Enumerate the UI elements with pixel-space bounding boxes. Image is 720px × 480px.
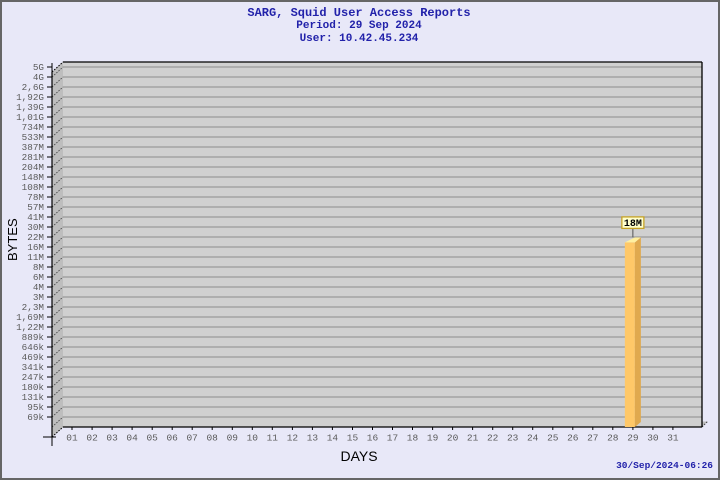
svg-text:28: 28 bbox=[607, 433, 619, 444]
svg-text:05: 05 bbox=[146, 433, 158, 444]
svg-text:10: 10 bbox=[247, 433, 259, 444]
svg-text:19: 19 bbox=[427, 433, 439, 444]
svg-text:15: 15 bbox=[347, 433, 359, 444]
svg-text:11: 11 bbox=[267, 433, 279, 444]
svg-text:06: 06 bbox=[166, 433, 178, 444]
svg-text:17: 17 bbox=[387, 433, 398, 444]
svg-text:22: 22 bbox=[487, 433, 499, 444]
svg-text:18: 18 bbox=[407, 433, 419, 444]
svg-text:03: 03 bbox=[106, 433, 118, 444]
svg-text:69k: 69k bbox=[27, 412, 44, 423]
svg-text:01: 01 bbox=[66, 433, 78, 444]
svg-text:26: 26 bbox=[567, 433, 579, 444]
svg-text:04: 04 bbox=[126, 433, 138, 444]
svg-text:31: 31 bbox=[667, 433, 679, 444]
svg-text:30: 30 bbox=[647, 433, 659, 444]
svg-text:14: 14 bbox=[327, 433, 339, 444]
svg-text:23: 23 bbox=[507, 433, 519, 444]
svg-text:02: 02 bbox=[86, 433, 98, 444]
svg-text:29: 29 bbox=[627, 433, 639, 444]
svg-text:13: 13 bbox=[307, 433, 319, 444]
svg-text:20: 20 bbox=[447, 433, 459, 444]
svg-text:08: 08 bbox=[206, 433, 218, 444]
svg-text:12: 12 bbox=[287, 433, 299, 444]
svg-text:16: 16 bbox=[367, 433, 379, 444]
svg-text:25: 25 bbox=[547, 433, 559, 444]
svg-text:27: 27 bbox=[587, 433, 598, 444]
svg-text:07: 07 bbox=[186, 433, 197, 444]
svg-text:24: 24 bbox=[527, 433, 539, 444]
svg-text:09: 09 bbox=[227, 433, 239, 444]
svg-text:21: 21 bbox=[467, 433, 479, 444]
svg-text:18M: 18M bbox=[624, 219, 642, 230]
